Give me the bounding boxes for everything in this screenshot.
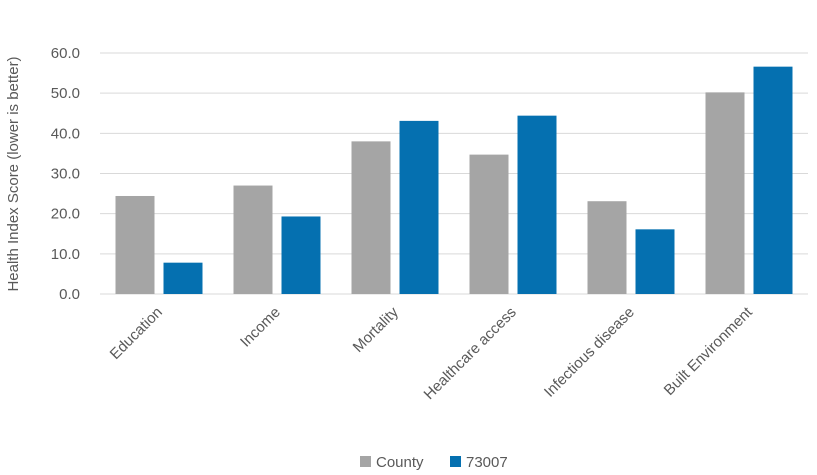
bar-zip-education [163,262,203,294]
y-tick-label: 60.0 [51,45,80,62]
bar-county-built-environment [705,92,745,294]
legend: County 73007 [360,454,508,471]
bar-zip-income [281,216,321,294]
bars [115,66,793,294]
legend-label: 73007 [466,454,508,471]
bar-county-mortality [351,141,391,294]
legend-swatch [360,456,371,467]
y-tick-label: 30.0 [51,166,80,183]
bar-zip-mortality [399,120,439,294]
bar-zip-built-environment [753,66,793,294]
bar-county-infectious-disease [587,201,627,294]
legend-swatch [450,456,461,467]
y-axis-title: Health Index Score (lower is better) [5,56,22,291]
x-tick-label: Education [107,304,166,363]
x-tick-label: Infectious disease [541,304,638,401]
bar-county-income [233,185,273,294]
x-tick-label: Mortality [350,303,402,355]
bar-zip-healthcare-access [517,115,557,294]
bar-county-education [115,195,155,294]
x-tick-label: Income [237,304,284,351]
x-axis-ticks: Education Income Mortality Healthcare acces… [107,303,757,403]
x-tick-label: Healthcare access [421,304,520,403]
y-tick-label: 40.0 [51,125,80,142]
x-tick-label: Built Environment [661,303,757,399]
bar-county-healthcare-access [469,154,509,294]
y-tick-label: 0.0 [59,286,80,303]
y-tick-label: 50.0 [51,85,80,102]
y-tick-label: 20.0 [51,206,80,223]
bar-zip-infectious-disease [635,229,675,294]
gridlines [100,52,808,295]
legend-label: County [376,454,424,471]
y-tick-label: 10.0 [51,246,80,263]
y-axis-ticks: 0.0 10.0 20.0 30.0 40.0 50.0 60.0 [51,45,80,303]
